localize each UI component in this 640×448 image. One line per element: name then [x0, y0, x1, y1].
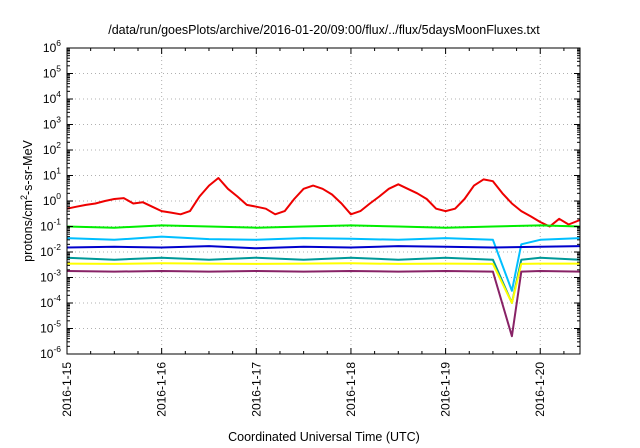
- y-axis-title-sup: 2: [19, 195, 29, 200]
- y-tick-label: 101: [43, 166, 61, 183]
- series-line: [66, 177, 581, 228]
- y-tick-label: 102: [43, 140, 61, 157]
- x-axis-title: Coordinated Universal Time (UTC): [228, 430, 420, 444]
- chart-title: /data/run/goesPlots/archive/2016-01-20/0…: [108, 23, 540, 37]
- y-tick-label: 10-1: [40, 217, 61, 234]
- y-axis-title-base: protons/cm: [21, 200, 35, 262]
- axis-ticks: [66, 47, 580, 355]
- x-tick-labels: 2016-1-15 2016-1-16 2016-1-17 2016-1-18 2016…: [60, 362, 547, 417]
- y-tick-label: 105: [43, 64, 61, 81]
- series-line: [66, 235, 581, 292]
- y-tick-label: 10-3: [40, 268, 61, 285]
- y-tick-label: 10-4: [40, 293, 61, 310]
- y-tick-label: 10-2: [40, 242, 61, 259]
- series-line: [66, 224, 581, 229]
- y-tick-label: 104: [43, 89, 61, 106]
- y-tick-label: 103: [43, 115, 61, 132]
- y-tick-label: 10-6: [40, 344, 61, 361]
- x-tick-label: 2016-1-18: [344, 362, 358, 417]
- x-tick-label: 2016-1-15: [60, 362, 74, 417]
- y-tick-label: 100: [43, 191, 61, 208]
- x-tick-label: 2016-1-19: [439, 362, 453, 417]
- x-tick-label: 2016-1-17: [249, 362, 263, 417]
- y-tick-label: 10-5: [40, 319, 61, 336]
- grid-lines: [67, 48, 580, 354]
- series-line: [66, 262, 580, 304]
- series-line: [66, 245, 581, 250]
- x-tick-label: 2016-1-20: [533, 362, 547, 417]
- y-axis-title: protons/cm2-s-sr-MeV: [19, 139, 35, 261]
- series-line: [66, 270, 581, 338]
- y-tick-labels: 10-6 10-5 10-4 10-3 10-2 10-1 100 101 102 103 104 1…: [40, 38, 61, 361]
- x-tick-label: 2016-1-16: [155, 362, 169, 417]
- y-tick-label: 106: [43, 38, 61, 55]
- series-layer: [66, 177, 581, 338]
- y-axis-title-rest: -s-sr-MeV: [21, 139, 35, 195]
